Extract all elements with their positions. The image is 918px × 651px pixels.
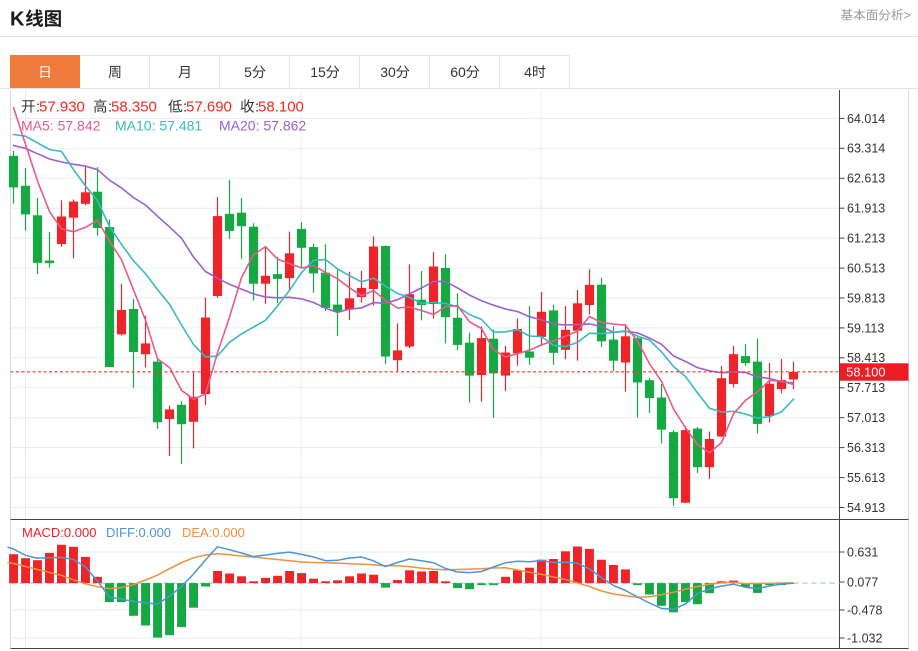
svg-text:0.077: 0.077 xyxy=(847,575,878,589)
svg-text:57.690: 57.690 xyxy=(186,99,232,116)
svg-text:58.100: 58.100 xyxy=(258,99,304,116)
svg-text::: : xyxy=(36,99,40,116)
svg-text:61.913: 61.913 xyxy=(847,202,885,216)
svg-text:K: K xyxy=(10,9,25,31)
svg-text:62.613: 62.613 xyxy=(847,172,885,186)
svg-text:57.713: 57.713 xyxy=(847,381,885,395)
svg-text:DIFF:0.000: DIFF:0.000 xyxy=(106,525,171,540)
svg-text:4: 4 xyxy=(524,64,532,80)
svg-text:61.213: 61.213 xyxy=(847,232,885,246)
svg-text:63.314: 63.314 xyxy=(847,142,885,156)
svg-text::: : xyxy=(183,99,187,116)
svg-text:55.613: 55.613 xyxy=(847,471,885,485)
svg-text:30: 30 xyxy=(380,64,396,80)
svg-text::: : xyxy=(255,99,259,116)
svg-text:59.813: 59.813 xyxy=(847,291,885,305)
svg-text:MA5: 57.842: MA5: 57.842 xyxy=(21,118,101,134)
svg-text:-0.478: -0.478 xyxy=(847,603,882,617)
svg-text:DEA:0.000: DEA:0.000 xyxy=(182,525,245,540)
svg-text:5: 5 xyxy=(244,64,252,80)
svg-text:-1.032: -1.032 xyxy=(847,631,882,645)
svg-text:MA20: 57.862: MA20: 57.862 xyxy=(219,118,306,134)
svg-text:60.513: 60.513 xyxy=(847,261,885,275)
svg-text:58.350: 58.350 xyxy=(111,99,157,116)
svg-text:57.930: 57.930 xyxy=(39,99,85,116)
svg-text:58.413: 58.413 xyxy=(847,351,885,365)
svg-text:56.313: 56.313 xyxy=(847,441,885,455)
svg-text::: : xyxy=(108,99,112,116)
svg-text:>: > xyxy=(904,9,911,23)
svg-text:0.631: 0.631 xyxy=(847,545,878,559)
svg-text:59.113: 59.113 xyxy=(847,321,884,335)
svg-text:57.013: 57.013 xyxy=(847,411,885,425)
svg-text:58.100: 58.100 xyxy=(846,365,885,380)
svg-text:15: 15 xyxy=(310,64,326,80)
svg-text:54.913: 54.913 xyxy=(847,501,885,515)
svg-text:MACD:0.000: MACD:0.000 xyxy=(22,525,96,540)
svg-text:60: 60 xyxy=(450,64,466,80)
svg-text:64.014: 64.014 xyxy=(847,112,885,126)
svg-text:MA10: 57.481: MA10: 57.481 xyxy=(115,118,202,134)
